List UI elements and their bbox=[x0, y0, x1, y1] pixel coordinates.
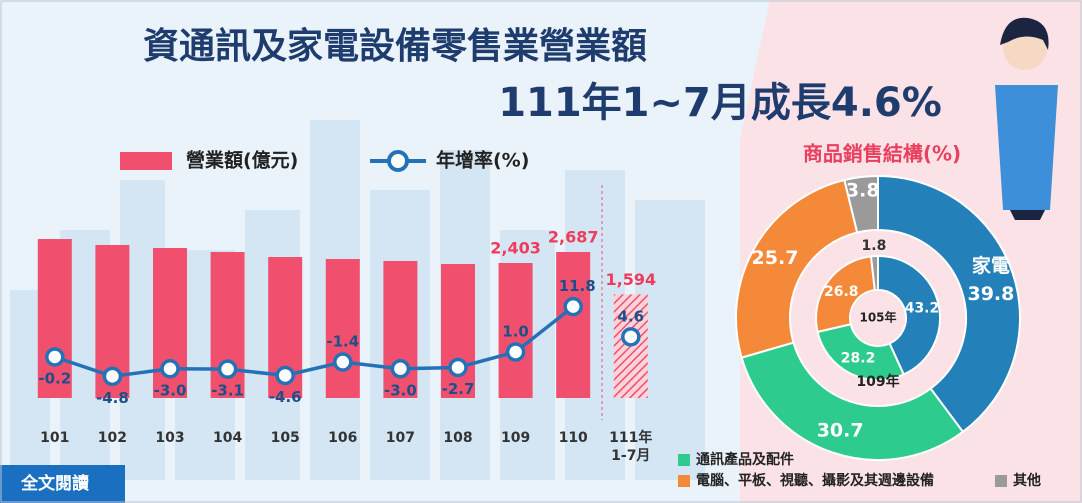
bar bbox=[498, 263, 533, 398]
title-line: 資通訊及家電設備零售業營業額 bbox=[143, 26, 647, 67]
growth-label: -4.6 bbox=[269, 388, 302, 406]
slice-label: 1.8 bbox=[862, 238, 887, 254]
read-button[interactable]: 全文閱讀 bbox=[0, 465, 125, 503]
x-tick-label: 107 bbox=[386, 430, 415, 446]
growth-label: 4.6 bbox=[618, 307, 645, 325]
growth-point bbox=[563, 296, 583, 317]
growth-label: 11.8 bbox=[559, 277, 596, 295]
bar bbox=[37, 239, 72, 398]
donut-slice bbox=[877, 254, 941, 376]
legend-swatch bbox=[995, 475, 1007, 487]
bar-value-label: 2,687 bbox=[548, 228, 599, 247]
growth-point bbox=[275, 365, 295, 386]
slice-label: 43.2 bbox=[905, 300, 940, 316]
ring-label: 109年 bbox=[856, 373, 899, 390]
x-tick-label: 111年 1-7月 bbox=[609, 429, 652, 464]
growth-point bbox=[505, 342, 526, 362]
legend-swatch bbox=[678, 475, 690, 487]
slice-label: 28.2 bbox=[841, 350, 876, 366]
bar-value-label: 1,594 bbox=[605, 270, 656, 289]
growth-point bbox=[160, 359, 180, 379]
footer-strip bbox=[0, 480, 740, 503]
growth-point bbox=[333, 352, 353, 372]
growth-point bbox=[390, 359, 411, 379]
donut-slice bbox=[740, 341, 965, 461]
bar-value-label: 2,403 bbox=[490, 239, 541, 258]
x-tick-label: 101 bbox=[40, 430, 69, 446]
growth-point bbox=[621, 327, 641, 347]
x-tick-label: 110 bbox=[559, 430, 588, 446]
bar bbox=[325, 259, 360, 398]
x-tick-label: 109 bbox=[501, 430, 530, 446]
legend-swatch bbox=[387, 150, 409, 172]
slice-category: 家電 bbox=[972, 254, 1010, 277]
slice-label: 39.8 bbox=[967, 283, 1014, 305]
ring-label: 105年 bbox=[859, 310, 896, 325]
slice-label: 3.8 bbox=[846, 179, 880, 201]
slice-label: 26.8 bbox=[824, 284, 859, 300]
growth-label: -1.4 bbox=[326, 333, 359, 351]
legend-label: 其他 bbox=[1013, 472, 1041, 489]
growth-point bbox=[45, 347, 65, 367]
legend-swatch bbox=[120, 152, 172, 170]
x-tick-label: 104 bbox=[213, 430, 242, 446]
x-tick-label: 105 bbox=[271, 430, 300, 446]
growth-label: -2.7 bbox=[442, 380, 475, 398]
presenter bbox=[995, 17, 1058, 220]
x-tick-label: 108 bbox=[443, 430, 472, 446]
growth-label: 1.0 bbox=[502, 322, 529, 340]
growth-point bbox=[217, 359, 238, 379]
growth-label: -4.8 bbox=[96, 389, 129, 407]
growth-label: -0.2 bbox=[38, 370, 71, 388]
legend-swatch bbox=[678, 454, 690, 466]
growth-point bbox=[102, 366, 123, 387]
button-label[interactable]: 全文閱讀 bbox=[20, 473, 89, 494]
button-bg[interactable] bbox=[0, 465, 125, 503]
growth-label: -3.0 bbox=[154, 381, 187, 399]
bar bbox=[556, 252, 591, 398]
donut-slice bbox=[735, 178, 859, 359]
x-tick-label: 103 bbox=[155, 430, 184, 446]
slice-label: 25.7 bbox=[752, 247, 799, 269]
growth-point bbox=[448, 357, 468, 378]
growth-label: -3.1 bbox=[211, 382, 244, 400]
legend-label: 電腦、平板、視聽、攝影及其週邊設備 bbox=[696, 472, 934, 489]
title-line: 111年1~7月成長4.6% bbox=[498, 80, 942, 126]
donut-slice bbox=[843, 174, 879, 234]
x-tick-label: 106 bbox=[328, 430, 357, 446]
legend-label: 年增率(%) bbox=[436, 149, 529, 172]
slice-label: 30.7 bbox=[817, 419, 864, 441]
growth-label: -3.0 bbox=[384, 381, 417, 399]
donut-slice bbox=[877, 174, 1021, 434]
donut-slice bbox=[869, 254, 879, 292]
x-tick-label: 102 bbox=[98, 430, 127, 446]
legend-label: 營業額(億元) bbox=[186, 149, 298, 172]
legend-label: 通訊產品及配件 bbox=[696, 451, 794, 468]
bar bbox=[441, 264, 475, 398]
growth-line bbox=[54, 305, 575, 379]
donut-slice bbox=[815, 255, 876, 334]
donut-title: 商品銷售結構(%) bbox=[803, 142, 961, 166]
donut-slice bbox=[816, 323, 906, 381]
